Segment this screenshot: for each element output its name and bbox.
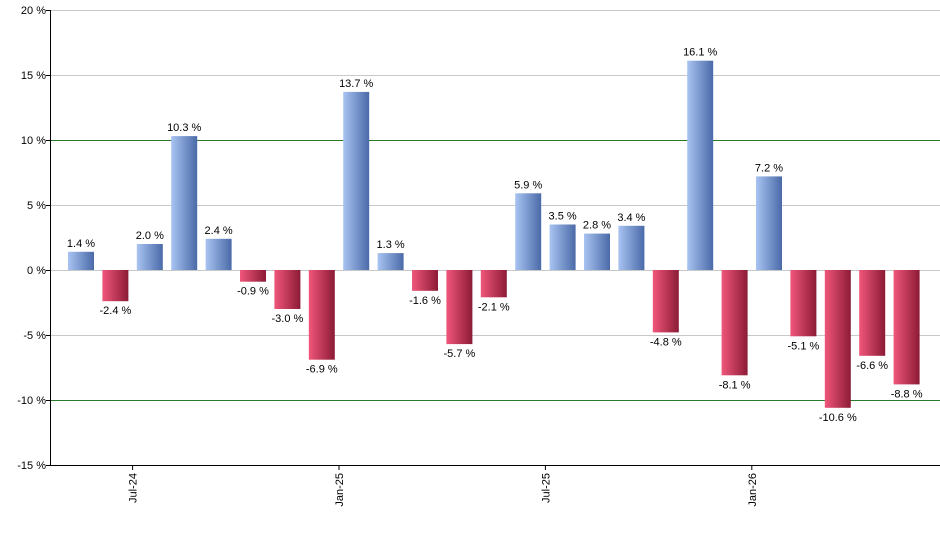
bar [756,176,782,270]
data-label: 3.5 % [549,211,577,223]
bar [205,238,232,270]
bar [68,251,94,270]
bar-layer [68,60,920,408]
data-label: -10.6 % [819,412,857,424]
data-label: -6.6 % [856,360,888,372]
data-label: 2.0 % [136,230,164,242]
data-label: -4.8 % [650,336,682,348]
bar [515,193,542,270]
y-tick-label: -10 % [17,395,46,407]
data-label: -3.0 % [272,313,304,325]
y-tick-label: -15 % [17,460,46,472]
data-label: -2.1 % [478,301,510,313]
data-label: -8.8 % [891,388,923,400]
data-label: -5.1 % [788,340,820,352]
x-tick-label: Jul-24 [128,473,140,503]
bar [824,270,851,408]
bar [240,270,266,282]
y-tick-label: -5 % [23,330,46,342]
data-label: -8.1 % [719,379,751,391]
bar [790,270,817,337]
label-layer: 20 % 15 % 10 % 5 % 0 % -5 % -10 % -15 % 1.4 % -2.… [17,5,922,507]
data-label: 10.3 % [167,122,201,134]
bar [480,270,507,298]
data-label: 2.8 % [583,220,611,232]
bar [652,270,679,333]
data-label: -6.9 % [306,364,338,376]
data-label: 7.2 % [755,162,783,174]
data-label: -0.9 % [237,286,269,298]
bar [721,270,748,376]
bar [308,270,335,360]
y-tick-label: 10 % [21,135,46,147]
bar [584,233,610,270]
bar [618,225,645,270]
data-label: 1.4 % [67,238,95,250]
data-label: -1.6 % [409,295,441,307]
y-tick-label: 5 % [27,200,46,212]
bar [274,270,301,309]
bar [377,253,404,270]
data-label: 2.4 % [205,225,233,237]
data-label: 16.1 % [683,47,717,59]
y-tick-label: 15 % [21,70,46,82]
y-tick-label: 20 % [21,5,46,17]
x-tick-label: Jan-25 [334,473,346,507]
data-label: -5.7 % [444,348,476,360]
bar [893,270,920,385]
bar [136,244,163,270]
bar [859,270,886,356]
bar [171,136,198,270]
x-tick-label: Jul-25 [540,473,552,503]
data-label: 13.7 % [339,78,373,90]
data-label: 5.9 % [514,179,542,191]
bar [343,91,370,271]
bar [102,270,129,302]
x-tick-label: Jan-26 [747,473,759,507]
bar [446,270,473,345]
axis-layer [46,10,940,470]
data-label: 1.3 % [377,239,405,251]
bar [687,60,714,271]
bar [549,224,576,270]
data-label: -2.4 % [100,305,132,317]
bar [412,270,438,291]
y-tick-label: 0 % [27,265,46,277]
data-label: 3.4 % [617,212,645,224]
